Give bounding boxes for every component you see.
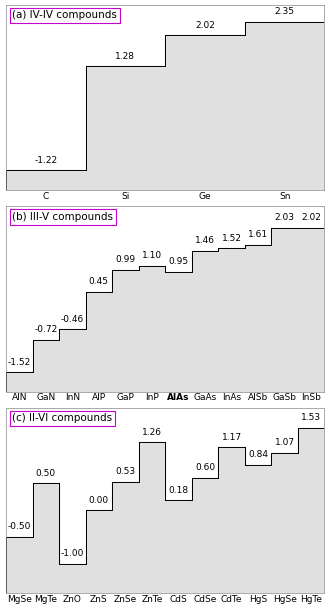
Text: 0.45: 0.45: [89, 277, 109, 286]
Text: 0.50: 0.50: [36, 469, 56, 478]
Polygon shape: [6, 227, 324, 392]
Text: 2.35: 2.35: [275, 7, 295, 16]
Text: -0.46: -0.46: [61, 314, 84, 323]
Text: 1.26: 1.26: [142, 428, 162, 437]
Polygon shape: [6, 428, 324, 593]
Text: -0.50: -0.50: [8, 522, 31, 531]
Text: 0.00: 0.00: [89, 496, 109, 505]
Text: 1.07: 1.07: [275, 438, 295, 447]
Text: -1.52: -1.52: [8, 358, 31, 367]
Text: 0.99: 0.99: [115, 255, 136, 264]
Text: 1.52: 1.52: [221, 234, 241, 243]
Text: -0.72: -0.72: [34, 325, 58, 334]
Text: 0.18: 0.18: [168, 486, 189, 495]
Text: 1.28: 1.28: [115, 52, 136, 61]
Text: 0.95: 0.95: [168, 257, 189, 266]
Text: 0.60: 0.60: [195, 463, 215, 472]
Text: -1.22: -1.22: [34, 156, 57, 165]
Text: 0.84: 0.84: [248, 451, 268, 459]
Polygon shape: [6, 22, 324, 190]
Text: 0.53: 0.53: [115, 467, 136, 476]
Text: -1.00: -1.00: [61, 549, 84, 558]
Text: (a) IV-IV compounds: (a) IV-IV compounds: [13, 10, 117, 21]
Text: 2.03: 2.03: [275, 213, 295, 222]
Text: 1.46: 1.46: [195, 237, 215, 245]
Text: 1.10: 1.10: [142, 251, 162, 260]
Text: 1.53: 1.53: [301, 413, 321, 422]
Text: 1.17: 1.17: [221, 433, 241, 441]
Text: 1.61: 1.61: [248, 230, 268, 239]
Text: 2.02: 2.02: [195, 21, 215, 30]
Text: (b) III-V compounds: (b) III-V compounds: [13, 212, 114, 222]
Text: (c) II-VI compounds: (c) II-VI compounds: [13, 413, 113, 423]
Text: 2.02: 2.02: [301, 213, 321, 223]
